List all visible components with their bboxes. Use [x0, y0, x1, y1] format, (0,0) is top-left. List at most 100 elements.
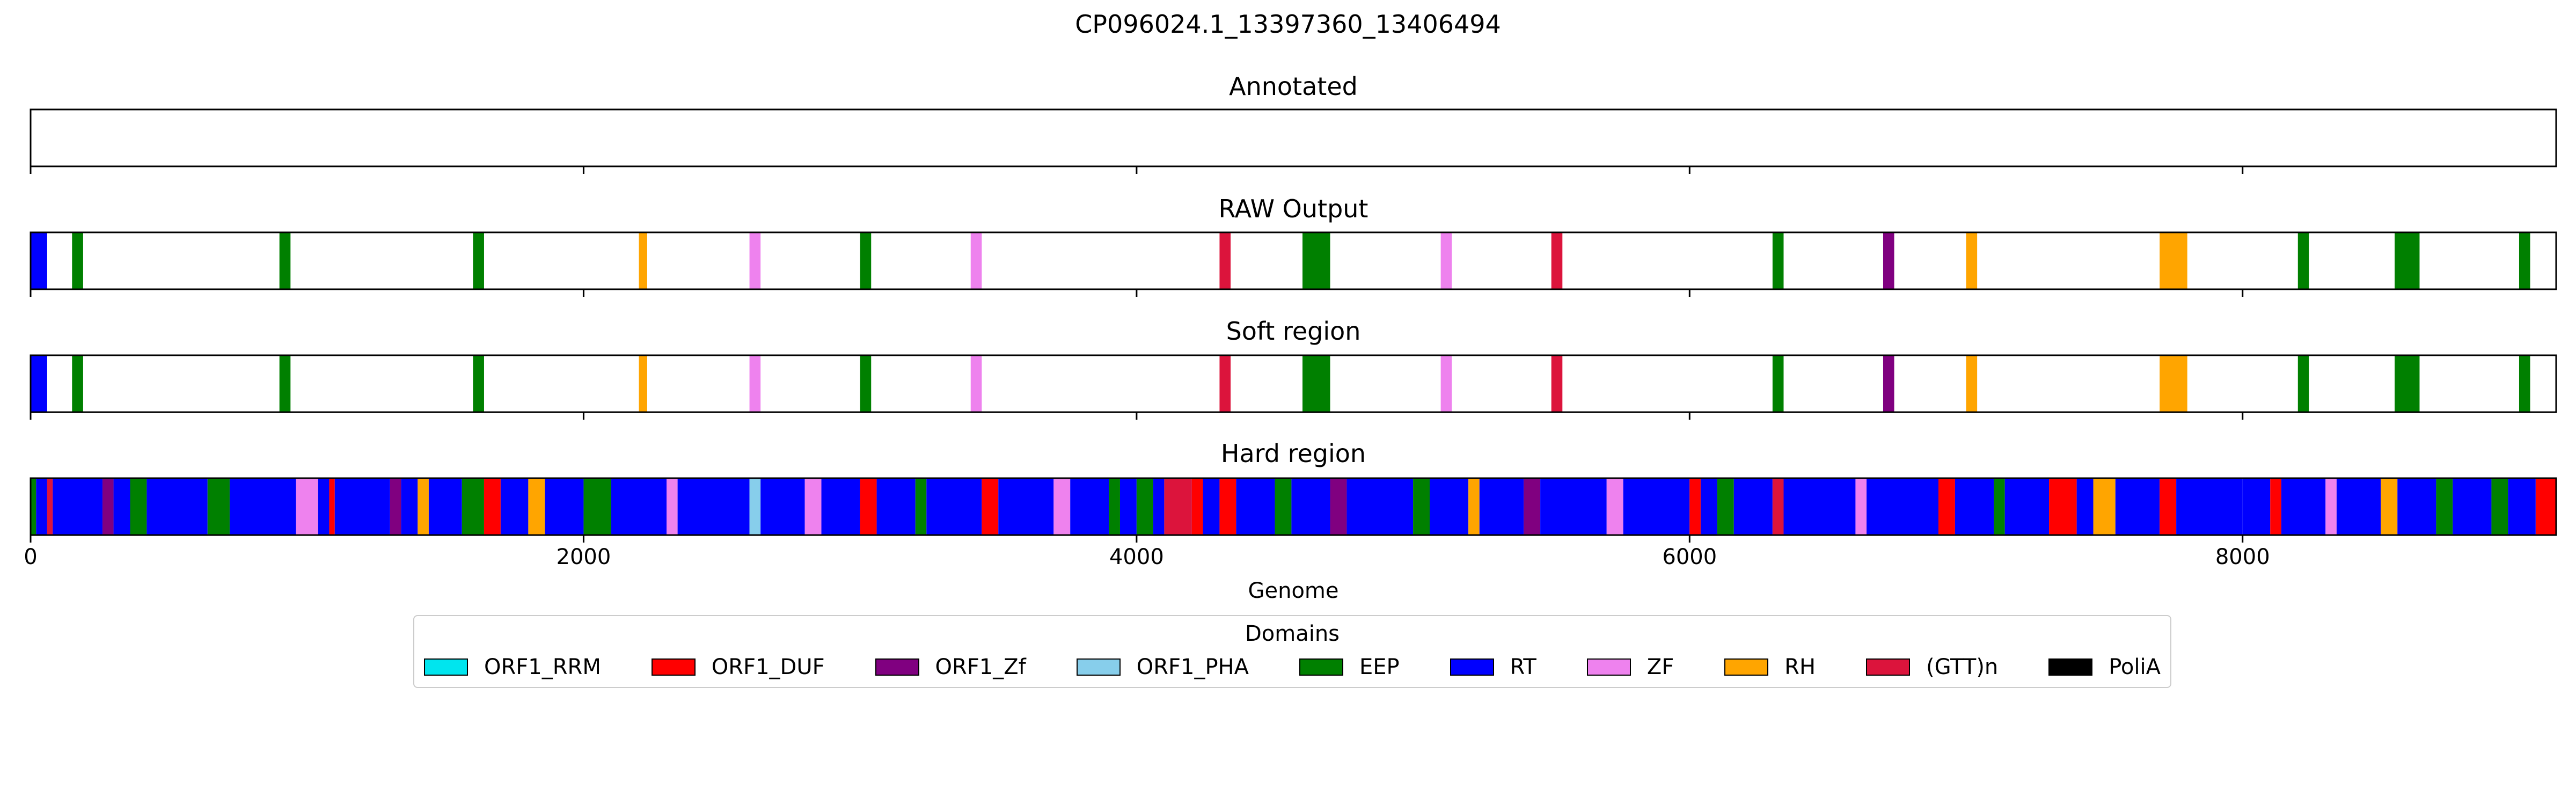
domain-segment: [583, 478, 611, 535]
domain-segment: [130, 478, 147, 535]
domain-segment: [1291, 478, 1330, 535]
domain-segment: [749, 355, 761, 412]
domain-segment: [1966, 232, 1978, 289]
domain-segment: [2453, 478, 2492, 535]
domain-segment: [1867, 478, 1939, 535]
legend-swatch: [1450, 658, 1494, 676]
legend-swatch: [1076, 658, 1121, 676]
domain-segment: [2381, 478, 2398, 535]
legend-label: ORF1_PHA: [1136, 655, 1249, 679]
domain-segment: [1938, 478, 1955, 535]
domain-segment: [390, 478, 401, 535]
domain-segment: [1440, 232, 1452, 289]
domain-segment: [1164, 478, 1192, 535]
domain-segment: [2093, 478, 2116, 535]
domain-segment: [2508, 478, 2536, 535]
domain-segment: [418, 478, 429, 535]
domain-segment: [667, 478, 678, 535]
domain-segment: [1479, 478, 1524, 535]
domain-segment: [1191, 478, 1203, 535]
domain-segment: [1153, 478, 1165, 535]
domain-segment: [1236, 478, 1275, 535]
legend-label: ZF: [1646, 655, 1674, 679]
domain-segment: [2049, 478, 2077, 535]
domain-segment: [2519, 232, 2530, 289]
domain-segment: [2325, 478, 2337, 535]
legend-item-orf1-rrm: ORF1_RRM: [424, 655, 601, 679]
domain-segment: [1219, 478, 1236, 535]
domain-segment: [72, 232, 83, 289]
domain-segment: [611, 478, 667, 535]
domain-segment: [462, 478, 484, 535]
panel-background: [31, 232, 2556, 289]
domain-segment: [2160, 355, 2187, 412]
domain-segment: [760, 478, 805, 535]
domain-segment: [334, 478, 390, 535]
domain-segment: [2004, 478, 2050, 535]
legend-items: ORF1_RRM ORF1_DUF ORF1_Zf ORF1_PHA EEP R…: [424, 654, 2161, 680]
legend-label: ORF1_DUF: [711, 655, 825, 679]
panel-frame: [30, 354, 2557, 413]
domain-segment: [1219, 355, 1231, 412]
legend-item-gttn: (GTT)n: [1865, 655, 1998, 679]
domain-segment: [1302, 355, 1330, 412]
domain-segment: [2160, 478, 2177, 535]
legend-swatch: [2048, 658, 2093, 676]
legend-label: ORF1_Zf: [935, 655, 1026, 679]
domain-segment: [229, 478, 296, 535]
domain-segment: [970, 355, 982, 412]
domain-segment: [1136, 478, 1153, 535]
domain-segment: [484, 478, 501, 535]
domain-segment: [1119, 478, 1137, 535]
domain-segment: [749, 478, 761, 535]
domain-segment: [677, 478, 750, 535]
domain-segment: [53, 478, 103, 535]
domain-segment: [860, 232, 872, 289]
domain-segment: [1883, 232, 1894, 289]
domain-segment: [102, 478, 114, 535]
domain-segment: [72, 355, 83, 412]
domain-segment: [2176, 478, 2243, 535]
domain-segment: [2397, 478, 2436, 535]
domain-segment: [1783, 478, 1856, 535]
domain-segment: [296, 478, 318, 535]
domain-segment: [915, 478, 927, 535]
domain-segment: [1413, 478, 1430, 535]
domain-segment: [500, 478, 529, 535]
panel-title-raw-output: RAW Output: [1218, 194, 1368, 223]
legend-item-zf: ZF: [1586, 655, 1674, 679]
domain-segment: [2115, 478, 2160, 535]
domain-segment: [147, 478, 208, 535]
domain-segment: [36, 478, 47, 535]
legend-item-orf1-zf: ORF1_Zf: [875, 655, 1026, 679]
legend-swatch: [424, 658, 468, 676]
legend-label: RH: [1784, 655, 1816, 679]
domain-segment: [639, 355, 647, 412]
domain-segment: [47, 478, 53, 535]
domain-segment: [926, 478, 982, 535]
domain-segment: [749, 232, 761, 289]
domain-segment: [2519, 355, 2530, 412]
panel-background: [31, 355, 2556, 412]
domain-segment: [1440, 355, 1452, 412]
chart-title: CP096024.1_13397360_13406494: [1075, 10, 1501, 39]
legend-label: EEP: [1359, 655, 1400, 679]
domain-segment: [207, 478, 230, 535]
domain-segment: [1203, 478, 1220, 535]
domain-segment: [998, 478, 1054, 535]
domain-segment: [1524, 478, 1541, 535]
domain-segment: [1883, 355, 1894, 412]
legend-swatch: [1865, 658, 1910, 676]
domain-segment: [1717, 478, 1734, 535]
domain-segment: [2436, 478, 2453, 535]
domain-segment: [1551, 232, 1563, 289]
x-tick-label: 8000: [2215, 545, 2270, 569]
panel-background: [31, 109, 2556, 166]
domain-segment: [2491, 478, 2508, 535]
domain-segment: [2270, 478, 2281, 535]
legend-item-polia: PoliA: [2048, 655, 2161, 679]
domain-segment: [1468, 478, 1480, 535]
domain-segment: [2242, 478, 2271, 535]
domain-segment: [31, 232, 47, 289]
